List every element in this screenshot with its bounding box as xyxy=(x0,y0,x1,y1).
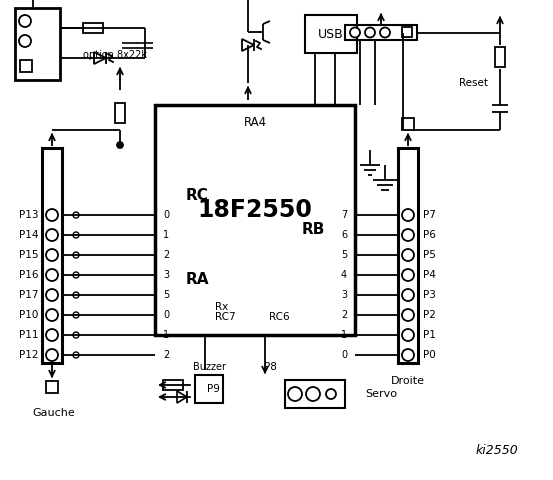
Text: 2: 2 xyxy=(163,250,169,260)
Text: RA: RA xyxy=(185,273,208,288)
Text: P11: P11 xyxy=(18,330,38,340)
Circle shape xyxy=(46,269,58,281)
Text: 5: 5 xyxy=(163,290,169,300)
Text: USB: USB xyxy=(318,27,344,40)
Text: P7: P7 xyxy=(423,210,436,220)
Text: 6: 6 xyxy=(341,230,347,240)
Text: P1: P1 xyxy=(423,330,436,340)
Circle shape xyxy=(46,229,58,241)
Text: 0: 0 xyxy=(163,210,169,220)
Circle shape xyxy=(402,289,414,301)
Circle shape xyxy=(402,309,414,321)
Circle shape xyxy=(288,387,302,401)
Text: P6: P6 xyxy=(423,230,436,240)
Bar xyxy=(42,148,62,363)
Text: P15: P15 xyxy=(18,250,38,260)
Bar xyxy=(15,8,60,80)
Text: RC: RC xyxy=(186,188,208,203)
Circle shape xyxy=(19,15,31,27)
Circle shape xyxy=(46,329,58,341)
Text: 2: 2 xyxy=(341,310,347,320)
Text: 1: 1 xyxy=(341,330,347,340)
Circle shape xyxy=(73,332,79,338)
Circle shape xyxy=(73,272,79,278)
Text: Rx: Rx xyxy=(215,302,228,312)
Circle shape xyxy=(402,229,414,241)
Bar xyxy=(115,103,125,122)
Text: 7: 7 xyxy=(341,210,347,220)
Circle shape xyxy=(380,27,390,37)
Text: Gauche: Gauche xyxy=(33,408,75,418)
Text: option 8x22k: option 8x22k xyxy=(83,50,147,60)
Text: P2: P2 xyxy=(423,310,436,320)
Circle shape xyxy=(19,35,31,47)
Bar xyxy=(195,375,223,403)
Text: P0: P0 xyxy=(423,350,436,360)
Circle shape xyxy=(46,289,58,301)
Circle shape xyxy=(402,349,414,361)
Text: 3: 3 xyxy=(341,290,347,300)
Circle shape xyxy=(73,292,79,298)
Text: RC6: RC6 xyxy=(269,312,290,322)
Bar xyxy=(285,380,345,408)
Text: Reset: Reset xyxy=(459,78,488,88)
Bar xyxy=(155,105,355,335)
Circle shape xyxy=(73,352,79,358)
Circle shape xyxy=(402,329,414,341)
Circle shape xyxy=(73,212,79,218)
Circle shape xyxy=(73,312,79,318)
Text: 1: 1 xyxy=(163,230,169,240)
Bar xyxy=(345,25,417,40)
Text: Servo: Servo xyxy=(365,389,397,399)
Circle shape xyxy=(117,142,123,148)
Bar xyxy=(20,60,32,72)
Circle shape xyxy=(402,209,414,221)
Text: Buzzer: Buzzer xyxy=(192,362,226,372)
Text: 4: 4 xyxy=(341,270,347,280)
Text: RC7: RC7 xyxy=(215,312,236,322)
Bar xyxy=(398,148,418,363)
Text: RA4: RA4 xyxy=(243,117,267,130)
Text: P9: P9 xyxy=(207,384,220,394)
Text: 2: 2 xyxy=(163,350,169,360)
Text: P4: P4 xyxy=(423,270,436,280)
Text: 3: 3 xyxy=(163,270,169,280)
Text: P17: P17 xyxy=(18,290,38,300)
Text: P12: P12 xyxy=(18,350,38,360)
Text: ki2550: ki2550 xyxy=(475,444,518,456)
Text: P16: P16 xyxy=(18,270,38,280)
Circle shape xyxy=(402,269,414,281)
Circle shape xyxy=(402,249,414,261)
Bar xyxy=(83,23,103,33)
Circle shape xyxy=(365,27,375,37)
Circle shape xyxy=(46,349,58,361)
Circle shape xyxy=(350,27,360,37)
Circle shape xyxy=(326,389,336,399)
Text: Droite: Droite xyxy=(391,376,425,386)
Circle shape xyxy=(306,387,320,401)
Circle shape xyxy=(46,309,58,321)
Text: P13: P13 xyxy=(18,210,38,220)
Text: P10: P10 xyxy=(19,310,38,320)
Bar xyxy=(402,118,414,130)
Bar xyxy=(402,27,412,37)
Text: 5: 5 xyxy=(341,250,347,260)
Circle shape xyxy=(73,252,79,258)
Text: 1: 1 xyxy=(163,330,169,340)
Text: P14: P14 xyxy=(18,230,38,240)
Bar xyxy=(163,380,183,390)
Bar xyxy=(495,47,505,67)
Bar xyxy=(46,381,58,393)
Text: 0: 0 xyxy=(163,310,169,320)
Text: RB: RB xyxy=(301,223,325,238)
Text: 0: 0 xyxy=(341,350,347,360)
Bar xyxy=(305,15,357,53)
Circle shape xyxy=(46,209,58,221)
Circle shape xyxy=(73,232,79,238)
Text: P8: P8 xyxy=(264,362,276,372)
Text: P3: P3 xyxy=(423,290,436,300)
Text: 18F2550: 18F2550 xyxy=(197,198,312,222)
Circle shape xyxy=(46,249,58,261)
Text: P5: P5 xyxy=(423,250,436,260)
